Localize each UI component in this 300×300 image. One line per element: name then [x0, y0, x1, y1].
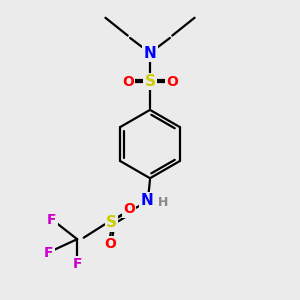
Text: O: O	[122, 75, 134, 88]
Text: F: F	[72, 257, 82, 272]
Text: F: F	[47, 213, 57, 227]
Text: O: O	[167, 75, 178, 88]
Text: S: S	[145, 74, 155, 89]
Text: N: N	[144, 46, 156, 61]
Text: F: F	[44, 245, 54, 260]
Text: N: N	[141, 193, 153, 208]
Text: O: O	[123, 202, 135, 216]
Text: O: O	[104, 237, 116, 251]
Text: S: S	[106, 215, 117, 230]
Text: H: H	[158, 196, 169, 208]
